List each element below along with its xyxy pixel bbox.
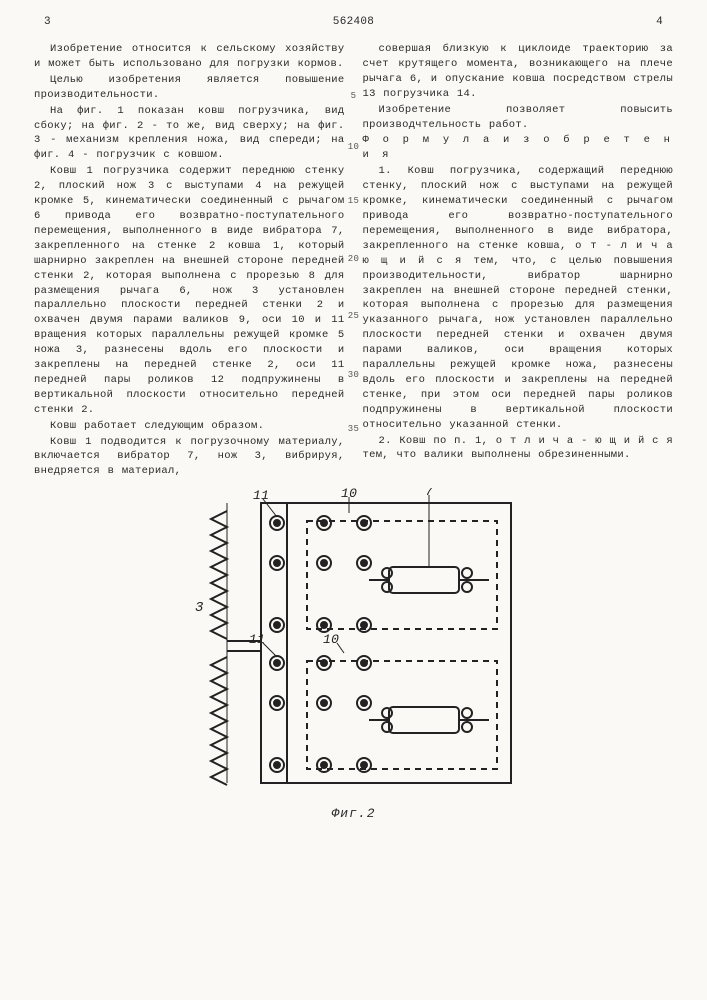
- paragraph: На фиг. 1 показан ковш погрузчика, вид с…: [34, 104, 345, 164]
- line-number: 20: [345, 254, 363, 264]
- paragraph: Изобретение относится к сельскому хозяйс…: [34, 42, 345, 72]
- patent-number: 562408: [333, 16, 374, 28]
- diagram-svg: 11 11 10 10 7 3: [189, 488, 519, 798]
- line-number: 15: [345, 196, 363, 206]
- left-column: Изобретение относится к сельскому хозяйс…: [34, 42, 345, 480]
- paragraph: Изобретение позволяет повысить производч…: [363, 103, 674, 133]
- figure-caption: Фиг.2: [34, 806, 673, 821]
- right-column: совершая близкую к циклоиде траекторию з…: [363, 42, 674, 480]
- claim: 1. Ковш погрузчика, содержащий переднюю …: [363, 164, 674, 432]
- line-number: 10: [345, 142, 363, 152]
- fig-label-10: 10: [341, 488, 357, 501]
- line-number: 25: [345, 311, 363, 321]
- fig-label-7: 7: [425, 488, 433, 499]
- page-number-left: 3: [44, 16, 51, 28]
- line-number: 35: [345, 424, 363, 434]
- figure-2: 11 11 10 10 7 3 Фиг.2: [34, 488, 673, 821]
- formula-heading: Ф о р м у л а и з о б р е т е н и я: [363, 133, 674, 163]
- page-number-right: 4: [656, 16, 663, 28]
- claim: 2. Ковш по п. 1, о т л и ч а - ю щ и й с…: [363, 434, 674, 464]
- line-number: 5: [345, 91, 363, 101]
- fig-label-11: 11: [253, 488, 269, 503]
- page-container: 3 4 562408 Изобретение относится к сельс…: [0, 0, 707, 1000]
- paragraph: Целью изобретения является повышение про…: [34, 73, 345, 103]
- paragraph: Ковш 1 погрузчика содержит переднюю стен…: [34, 164, 345, 417]
- fig-label-10: 10: [323, 632, 339, 647]
- paragraph: Ковш 1 подводится к погрузочному материа…: [34, 435, 345, 480]
- paragraph: совершая близкую к циклоиде траекторию з…: [363, 42, 674, 102]
- line-number: 30: [345, 370, 363, 380]
- fig-label-11: 11: [249, 632, 265, 647]
- fig-label-3: 3: [195, 600, 204, 616]
- paragraph: Ковш работает следующим образом.: [34, 419, 345, 434]
